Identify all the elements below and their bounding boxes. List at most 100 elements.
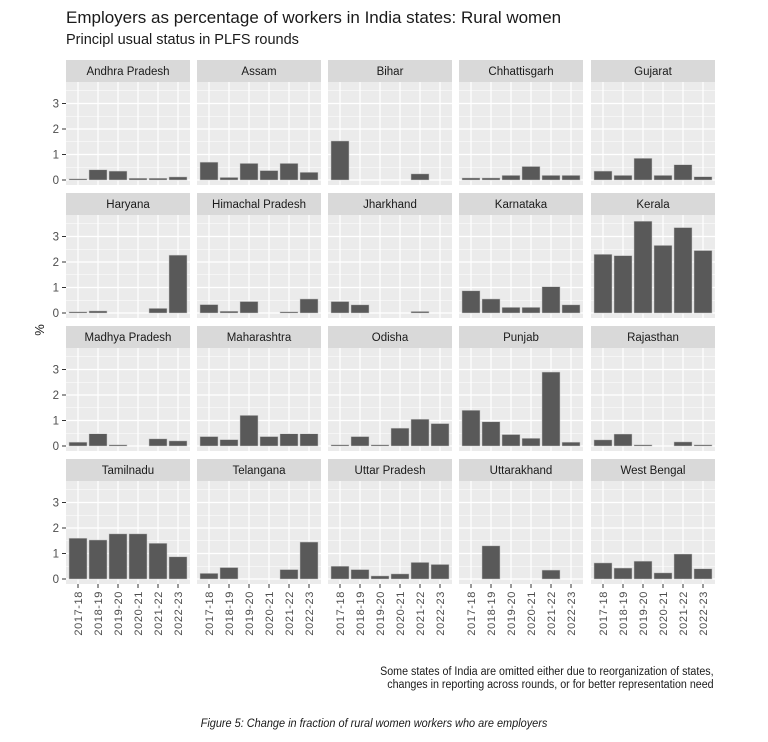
facet-strip <box>591 326 715 348</box>
facet-panel: Kerala <box>591 193 715 318</box>
facet-strip <box>328 326 452 348</box>
bar <box>88 310 108 314</box>
facet-panel: Madhya Pradesh 0 1 2 3 <box>53 326 190 453</box>
bar <box>299 172 319 181</box>
facet-strip <box>328 193 452 215</box>
bar <box>330 140 350 181</box>
bar <box>259 436 279 447</box>
bar <box>541 175 561 181</box>
bar <box>693 444 713 447</box>
bar <box>461 410 481 447</box>
bar <box>501 434 521 447</box>
y-tick-label: 0 <box>53 574 59 586</box>
bar <box>653 245 673 314</box>
bar <box>501 175 521 181</box>
bar <box>461 177 481 181</box>
y-tick-label: 2 <box>53 390 59 402</box>
facet-strip-label: Telangana <box>232 465 286 477</box>
panel-background <box>459 481 583 584</box>
bar <box>330 444 350 447</box>
x-tick-label: 2020-21 <box>658 591 670 636</box>
bar <box>613 433 633 447</box>
facet-panel: Jharkhand <box>328 193 452 318</box>
panel-background <box>591 348 715 451</box>
bar <box>653 572 673 580</box>
bar <box>108 444 128 447</box>
bar <box>148 308 168 314</box>
bar <box>633 220 653 314</box>
facet-strip <box>591 60 715 82</box>
bar <box>410 173 430 181</box>
bar <box>561 441 581 447</box>
bar <box>410 418 430 447</box>
footnote-line-2: changes in reporting across rounds, or f… <box>387 679 714 691</box>
bar <box>279 311 299 314</box>
x-tick-label: 2021-22 <box>284 591 296 636</box>
bar <box>330 301 350 314</box>
facet-panel: Himachal Pradesh <box>197 193 321 318</box>
bar <box>673 227 693 314</box>
bar <box>673 441 693 447</box>
y-tick-label: 0 <box>53 175 59 187</box>
x-tick-label: 2020-21 <box>526 591 538 636</box>
bar <box>199 161 219 181</box>
facet-panel: West Bengal 2017-18 2018-19 2019-20 2020-21 2… <box>591 459 715 636</box>
facet-strip <box>459 459 583 481</box>
x-tick-label: 2020-21 <box>133 591 145 636</box>
bar <box>279 163 299 181</box>
bar <box>430 564 450 580</box>
bar <box>68 441 88 447</box>
facet-strip-label: Gujarat <box>634 66 673 78</box>
facet-strip <box>328 459 452 481</box>
y-tick-label: 1 <box>53 416 59 428</box>
bar <box>541 286 561 314</box>
x-tick-label: 2017-18 <box>73 591 85 636</box>
x-tick-label: 2021-22 <box>153 591 165 636</box>
facet-panel: Rajasthan <box>591 326 715 451</box>
bar <box>199 436 219 447</box>
x-tick-label: 2018-19 <box>224 591 236 636</box>
panel-background <box>591 82 715 185</box>
bar <box>239 415 259 447</box>
facet-strip-label: Uttar Pradesh <box>355 465 426 477</box>
bar <box>521 438 541 447</box>
bar <box>593 170 613 181</box>
y-tick-label: 3 <box>53 232 59 244</box>
bar <box>593 562 613 580</box>
bar <box>168 556 188 580</box>
bar <box>593 439 613 447</box>
bar <box>430 423 450 447</box>
facet-strip <box>459 60 583 82</box>
facet-strip <box>459 193 583 215</box>
bar <box>633 444 653 447</box>
facet-strip <box>197 326 321 348</box>
facet-panel: Gujarat <box>591 60 715 185</box>
facet-strip <box>459 326 583 348</box>
facet-panel: Andhra Pradesh 0 1 2 3 <box>53 60 190 187</box>
y-tick-label: 1 <box>53 150 59 162</box>
bar <box>350 304 370 314</box>
x-tick-label: 2022-23 <box>698 591 710 636</box>
x-tick-label: 2018-19 <box>93 591 105 636</box>
x-tick-label: 2018-19 <box>618 591 630 636</box>
facet-strip-label: Punjab <box>503 332 539 344</box>
facet-strip <box>66 60 190 82</box>
bar <box>68 537 88 580</box>
facet-panel: Odisha <box>328 326 452 451</box>
bar <box>239 163 259 181</box>
bar <box>168 440 188 447</box>
panel-background <box>459 82 583 185</box>
bar <box>219 439 239 447</box>
facet-panel: Chhattisgarh <box>459 60 583 185</box>
bar <box>541 371 561 447</box>
y-tick-label: 1 <box>53 283 59 295</box>
x-tick-label: 2022-23 <box>304 591 316 636</box>
panel-background <box>66 82 190 185</box>
footnote-line-1: Some states of India are omitted either … <box>380 666 714 678</box>
facet-panel: Punjab <box>459 326 583 451</box>
bar <box>88 539 108 580</box>
bar <box>370 575 390 580</box>
x-tick-label: 2022-23 <box>173 591 185 636</box>
facet-strip-label: Rajasthan <box>627 332 679 344</box>
bar <box>219 567 239 580</box>
